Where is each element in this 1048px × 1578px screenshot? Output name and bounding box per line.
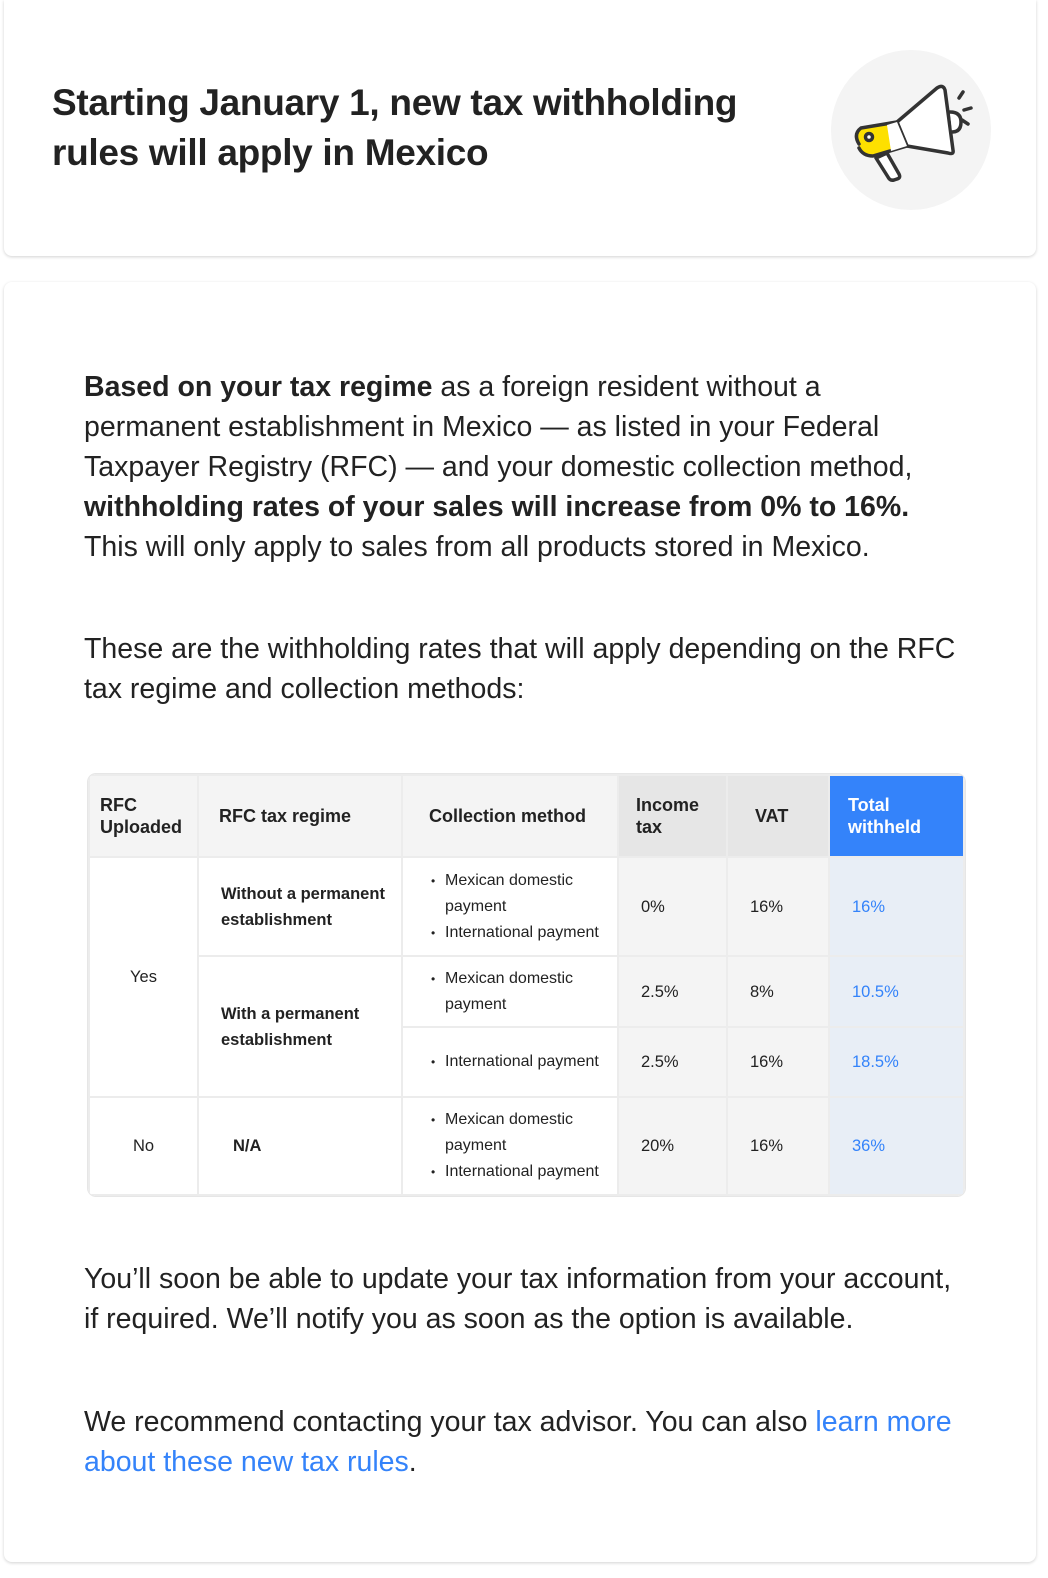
header-total-withheld: Total withheld (828, 774, 965, 858)
vat-cell: 8% (726, 955, 830, 1028)
method-item: International payment (431, 1159, 617, 1185)
intro-text-1: as a foreign resident without a permanen… (84, 371, 913, 483)
income-tax-cell: 0% (617, 856, 728, 957)
collection-methods: International payment (421, 1049, 617, 1075)
income-tax-cell: 2.5% (617, 955, 728, 1028)
collection-methods: Mexican domestic paymentInternational pa… (421, 868, 617, 946)
withholding-rates-table: RFC Uploaded RFC tax regime Collection m… (88, 774, 965, 1196)
content-card: Based on your tax regime as a foreign re… (4, 282, 1036, 1562)
header-rfc-tax-regime: RFC tax regime (197, 774, 403, 858)
learn-more-link[interactable]: learn more about these new tax rules (84, 1406, 952, 1478)
regime-cell: N/A (197, 1096, 403, 1196)
method-item: International payment (431, 1049, 617, 1075)
intro-text-2: This will only apply to sales from all p… (84, 531, 870, 563)
collection-methods: Mexican domestic payment (421, 966, 617, 1018)
rfc-uploaded-no: No (88, 1096, 199, 1196)
total-cell: 16% (828, 856, 965, 957)
table-header-row: RFC Uploaded RFC tax regime Collection m… (88, 774, 965, 858)
megaphone-icon (831, 50, 991, 210)
header-income-tax: Income tax (617, 774, 728, 858)
vat-cell: 16% (726, 856, 830, 957)
method-item: Mexican domestic payment (431, 1107, 617, 1159)
regime-cell: Without a permanent establishment (197, 856, 403, 957)
total-cell: 10.5% (828, 955, 965, 1028)
total-cell: 36% (828, 1096, 965, 1196)
table-row: With a permanent establishment Mexican d… (89, 955, 965, 1098)
income-tax-cell: 20% (617, 1096, 728, 1196)
intro-bold-1: Based on your tax regime (84, 371, 433, 403)
header-vat: VAT (726, 774, 830, 858)
intro-bold-2: withholding rates of your sales will inc… (84, 491, 910, 523)
advisor-paragraph: We recommend contacting your tax advisor… (84, 1402, 964, 1482)
table-row: No N/A Mexican domestic paymentInternati… (88, 1096, 965, 1196)
header-collection-method: Collection method (401, 774, 619, 858)
table-row: International payment 2.5% 16% 18.5% (89, 1026, 965, 1098)
banner-title: Starting January 1, new tax withholding … (52, 82, 738, 173)
advisor-text: We recommend contacting your tax advisor… (84, 1406, 816, 1438)
method-item: Mexican domestic payment (431, 966, 617, 1018)
vat-cell: 16% (726, 1096, 830, 1196)
intro-paragraph: Based on your tax regime as a foreign re… (84, 367, 964, 567)
income-tax-cell: 2.5% (617, 1026, 728, 1098)
table-row: Yes Without a permanent establishment Me… (88, 856, 965, 1098)
method-item: Mexican domestic payment (431, 868, 617, 920)
rates-intro: These are the withholding rates that wil… (84, 633, 956, 705)
header-rfc-uploaded: RFC Uploaded (88, 774, 199, 858)
vat-cell: 16% (726, 1026, 830, 1098)
update-info-paragraph: You’ll soon be able to update your tax i… (84, 1263, 952, 1335)
regime-cell: With a permanent establishment (197, 955, 403, 1098)
advisor-end: . (408, 1446, 417, 1478)
total-cell: 18.5% (828, 1026, 965, 1098)
collection-methods: Mexican domestic paymentInternational pa… (421, 1107, 617, 1185)
method-item: International payment (431, 920, 617, 946)
announcement-banner: Starting January 1, new tax withholding … (4, 0, 1036, 256)
rfc-uploaded-yes: Yes (88, 856, 199, 1098)
